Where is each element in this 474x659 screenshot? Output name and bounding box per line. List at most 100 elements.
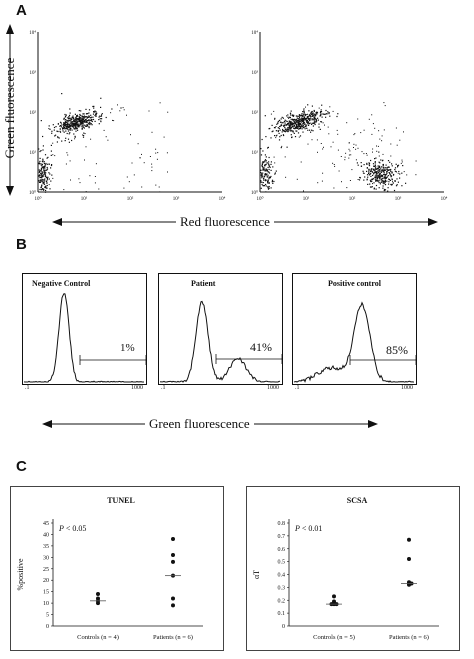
scatter-point bbox=[39, 174, 41, 176]
scatter-point bbox=[378, 165, 380, 167]
scatter-point bbox=[349, 180, 351, 181]
scatter-point bbox=[415, 160, 417, 162]
scatter-point bbox=[296, 117, 298, 119]
scatter-point bbox=[379, 170, 381, 172]
scatter-point bbox=[311, 139, 313, 141]
scatter-point bbox=[80, 122, 82, 124]
scatter-point bbox=[101, 118, 103, 120]
scatter-point bbox=[46, 178, 48, 180]
scatter-point bbox=[80, 110, 82, 112]
scatter-point bbox=[267, 147, 269, 149]
scatter-point bbox=[289, 123, 291, 125]
scatter-point bbox=[63, 122, 66, 124]
scatter-point bbox=[64, 140, 66, 142]
scatter-point bbox=[64, 121, 66, 123]
scatter-point bbox=[293, 124, 295, 126]
scatter-point bbox=[48, 184, 50, 186]
scatter-point bbox=[52, 124, 54, 126]
scatter-point bbox=[384, 189, 387, 191]
scatter-point bbox=[110, 112, 112, 114]
scatter-point bbox=[41, 166, 43, 169]
scatter-point bbox=[282, 129, 284, 131]
scatter-point bbox=[374, 158, 376, 160]
scatter-point bbox=[306, 121, 308, 123]
scatter-point bbox=[167, 171, 168, 173]
scatter-point bbox=[302, 118, 304, 120]
scatter-point bbox=[42, 179, 44, 181]
y-tick-label: 0.1 bbox=[278, 611, 286, 617]
scatter-point bbox=[295, 121, 297, 123]
y-tick-label: 10⁴ bbox=[251, 30, 258, 36]
scatter-point bbox=[288, 120, 291, 122]
scatter-point bbox=[267, 180, 269, 182]
scatter-point bbox=[388, 169, 390, 171]
histogram-plot: .1 1000 bbox=[292, 273, 417, 389]
scatter-point bbox=[322, 148, 324, 150]
scatter-point bbox=[382, 170, 384, 172]
scatter-point bbox=[264, 164, 266, 166]
scatter-point bbox=[390, 176, 392, 178]
scatter-point bbox=[372, 169, 375, 171]
x-max-label: 1000 bbox=[267, 385, 279, 389]
scatter-point bbox=[302, 131, 304, 133]
scatter-point bbox=[288, 128, 290, 130]
scatter-point bbox=[283, 124, 285, 127]
scatter-point bbox=[284, 128, 287, 130]
scatter-point bbox=[363, 179, 365, 181]
scatter-point bbox=[366, 163, 368, 165]
scatter-point bbox=[317, 151, 318, 153]
scatter-point bbox=[357, 179, 359, 180]
scatter-point bbox=[63, 118, 65, 120]
y-tick-label: 10⁴ bbox=[29, 30, 36, 36]
scatter-point bbox=[309, 118, 311, 120]
panel-a-y-arrow bbox=[6, 24, 14, 196]
scatter-point bbox=[351, 169, 353, 171]
scatter-point bbox=[311, 115, 313, 117]
scatter-point bbox=[371, 170, 373, 173]
scatter-point bbox=[71, 129, 73, 131]
histogram-frame bbox=[158, 273, 283, 385]
panel-b-x-axis-label: Green fluorescence bbox=[145, 416, 254, 432]
data-point bbox=[171, 596, 175, 601]
scatter-point bbox=[113, 120, 115, 122]
scatter-point bbox=[57, 136, 59, 138]
scatter-point bbox=[297, 127, 299, 129]
scatter-point bbox=[42, 149, 44, 151]
scatter-point bbox=[269, 176, 271, 179]
scatter-point bbox=[83, 117, 85, 119]
scatter-point bbox=[278, 120, 280, 122]
scatter-point bbox=[382, 167, 384, 169]
scatter-point bbox=[71, 125, 73, 127]
scatter-point bbox=[42, 189, 45, 191]
scatter-point bbox=[274, 172, 276, 174]
scatter-point bbox=[260, 148, 262, 150]
scatter-point bbox=[317, 117, 319, 119]
scatter-point bbox=[366, 170, 368, 172]
scatter-point bbox=[270, 113, 272, 115]
scatter-point bbox=[372, 148, 374, 150]
scatter-point bbox=[283, 125, 285, 127]
p-value-annotation: P < 0.05 bbox=[58, 524, 86, 533]
scatter-point bbox=[401, 185, 403, 187]
y-tick-label: 10¹ bbox=[252, 150, 259, 156]
histogram-trace bbox=[159, 300, 281, 383]
scatter-point bbox=[88, 119, 90, 121]
scatter-point bbox=[41, 184, 43, 186]
panel-a-label: A bbox=[16, 2, 27, 19]
panel-b-label: B bbox=[16, 236, 27, 253]
scatter-point bbox=[296, 130, 298, 132]
scatter-point bbox=[265, 170, 267, 172]
scatter-point bbox=[280, 147, 282, 149]
scatter-point bbox=[61, 140, 63, 142]
scatter-point bbox=[268, 172, 271, 174]
scatter-point bbox=[314, 123, 316, 126]
scatter-point bbox=[313, 121, 315, 123]
scatter-point bbox=[359, 177, 361, 179]
scatter-point bbox=[391, 183, 393, 185]
scatter-point bbox=[390, 170, 392, 172]
scatter-point bbox=[313, 116, 315, 118]
scatter-point bbox=[285, 129, 287, 131]
scatter-point bbox=[81, 123, 83, 125]
scatter-point bbox=[90, 123, 92, 125]
scatter-point bbox=[67, 121, 69, 123]
